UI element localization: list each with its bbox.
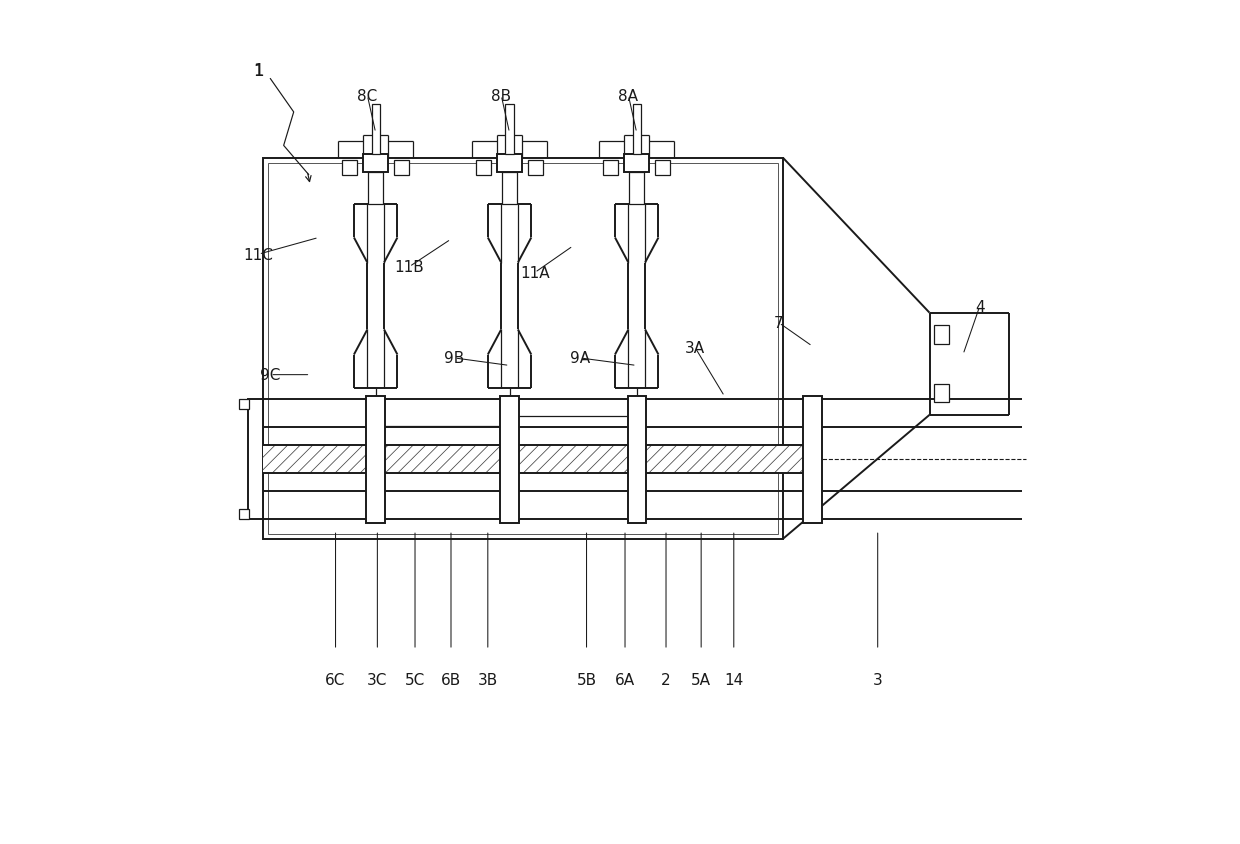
Bar — [372, 105, 379, 154]
Text: 6B: 6B — [441, 672, 461, 687]
Bar — [248, 399, 263, 520]
Bar — [367, 396, 384, 523]
Text: 9C: 9C — [260, 368, 280, 382]
Text: 11A: 11A — [520, 266, 549, 281]
Text: 7: 7 — [774, 316, 784, 331]
Bar — [342, 160, 357, 176]
Text: 3C: 3C — [367, 672, 388, 687]
Bar — [239, 510, 249, 520]
Bar — [363, 154, 388, 173]
Text: 5A: 5A — [691, 672, 712, 687]
Text: 11C: 11C — [243, 247, 274, 262]
Bar — [655, 160, 670, 176]
Text: 14: 14 — [724, 672, 744, 687]
Text: 8C: 8C — [357, 89, 377, 104]
Text: 11B: 11B — [394, 260, 424, 275]
Bar — [528, 160, 543, 176]
Bar — [502, 173, 517, 205]
Text: 6A: 6A — [615, 672, 635, 687]
Bar — [629, 173, 645, 205]
Text: 8A: 8A — [619, 89, 639, 104]
Text: 9A: 9A — [569, 351, 590, 366]
Bar — [394, 160, 409, 176]
Text: 5C: 5C — [405, 672, 425, 687]
Bar — [627, 396, 646, 523]
Bar — [632, 105, 641, 154]
Text: 2: 2 — [661, 672, 671, 687]
Text: 1: 1 — [254, 63, 263, 78]
Bar — [497, 154, 522, 173]
Text: 6C: 6C — [325, 672, 346, 687]
Bar — [804, 396, 822, 523]
Bar — [506, 105, 513, 154]
Text: 3A: 3A — [686, 341, 706, 356]
Bar — [263, 446, 812, 473]
Bar — [368, 173, 383, 205]
Text: 9B: 9B — [444, 351, 465, 366]
Bar — [934, 384, 949, 403]
Bar — [501, 396, 518, 523]
Text: 4: 4 — [975, 299, 985, 314]
Bar — [268, 164, 779, 534]
Bar — [624, 154, 650, 173]
Text: 3: 3 — [873, 672, 883, 687]
Bar — [934, 326, 949, 344]
Bar — [476, 160, 491, 176]
Text: 5B: 5B — [577, 672, 596, 687]
Bar — [604, 160, 619, 176]
Bar — [263, 159, 784, 539]
Text: 3B: 3B — [477, 672, 498, 687]
Text: 1: 1 — [253, 62, 264, 80]
Bar — [239, 399, 249, 409]
Text: 8B: 8B — [491, 89, 511, 104]
